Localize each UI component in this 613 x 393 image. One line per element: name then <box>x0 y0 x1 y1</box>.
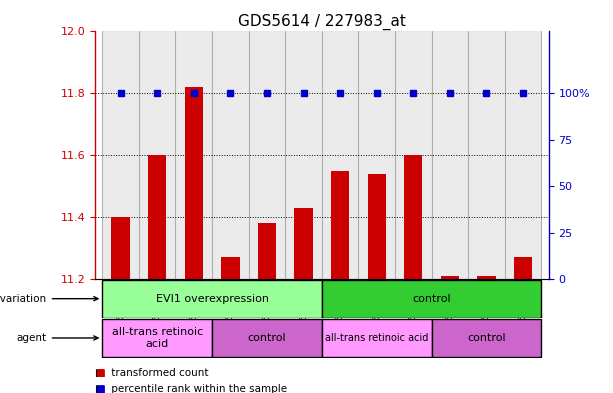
Text: ■: ■ <box>95 368 105 378</box>
Text: ■: ■ <box>95 384 105 393</box>
FancyBboxPatch shape <box>322 319 432 357</box>
Text: ■  percentile rank within the sample: ■ percentile rank within the sample <box>95 384 287 393</box>
Bar <box>432 31 468 279</box>
Bar <box>504 31 541 279</box>
Text: control: control <box>467 333 506 343</box>
Bar <box>249 31 285 279</box>
Text: agent: agent <box>17 333 98 343</box>
Title: GDS5614 / 227983_at: GDS5614 / 227983_at <box>238 14 406 30</box>
Bar <box>175 31 212 279</box>
Bar <box>258 223 276 279</box>
Bar <box>514 257 532 279</box>
FancyBboxPatch shape <box>212 319 322 357</box>
Bar <box>322 31 359 279</box>
Bar <box>212 31 249 279</box>
Bar <box>359 31 395 279</box>
FancyBboxPatch shape <box>322 280 541 318</box>
Bar <box>294 208 313 279</box>
Text: all-trans retinoic acid: all-trans retinoic acid <box>325 333 428 343</box>
FancyBboxPatch shape <box>102 280 322 318</box>
Bar <box>285 31 322 279</box>
FancyBboxPatch shape <box>432 319 541 357</box>
Bar <box>395 31 432 279</box>
Bar <box>441 276 459 279</box>
Bar <box>331 171 349 279</box>
Text: all-trans retinoic
acid: all-trans retinoic acid <box>112 327 203 349</box>
Bar <box>221 257 240 279</box>
Bar <box>148 155 166 279</box>
Bar <box>139 31 175 279</box>
Text: control: control <box>248 333 286 343</box>
Text: EVI1 overexpression: EVI1 overexpression <box>156 294 268 304</box>
Bar <box>468 31 504 279</box>
Text: ■  transformed count: ■ transformed count <box>95 368 208 378</box>
FancyBboxPatch shape <box>102 319 212 357</box>
Text: genotype/variation: genotype/variation <box>0 294 98 304</box>
Bar <box>478 276 495 279</box>
Bar <box>102 31 139 279</box>
Bar <box>185 87 203 279</box>
Bar <box>404 155 422 279</box>
Bar <box>368 174 386 279</box>
Bar <box>112 217 130 279</box>
Text: control: control <box>413 294 451 304</box>
